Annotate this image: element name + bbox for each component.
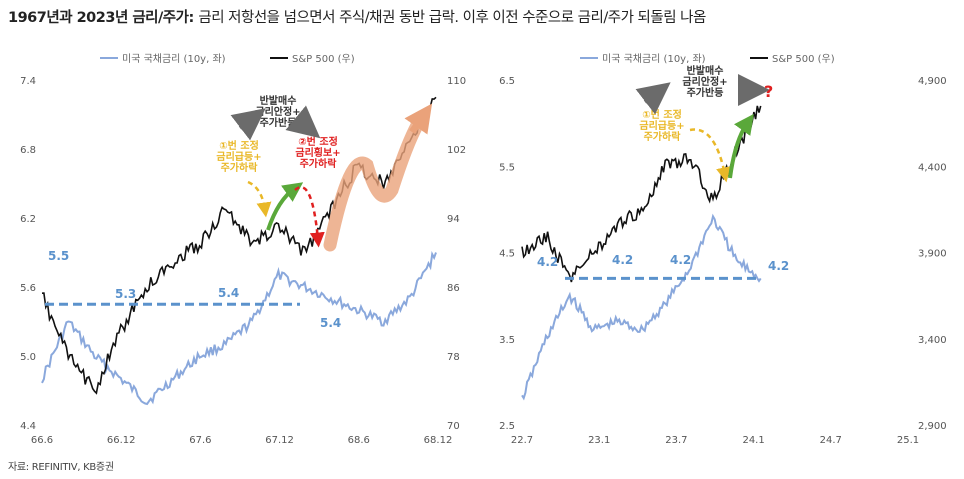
y-right-tick-label: 3,900 xyxy=(918,249,947,260)
annotation-step1: 주가하락 xyxy=(644,130,682,143)
y-left-tick-label: 5.0 xyxy=(20,352,36,363)
y-left-tick-label: 6.8 xyxy=(20,145,36,156)
level-value-label: 5.5 xyxy=(48,249,69,263)
y-right-tick-label: 4,900 xyxy=(918,76,947,87)
x-tick-label: 66.6 xyxy=(31,435,53,446)
y-left-tick-label: 5.6 xyxy=(20,283,36,294)
legend-label-spx: S&P 500 (우) xyxy=(292,53,355,65)
gray-arrow xyxy=(285,105,321,139)
yellow-arrow xyxy=(247,180,272,218)
x-tick-label: 68.6 xyxy=(348,435,370,446)
x-tick-label: 24.1 xyxy=(742,435,764,446)
title-rest: 금리 저항선을 넘으면서 주식/채권 동반 급락. 이후 이전 수준으로 금리/… xyxy=(198,10,706,26)
x-tick-label: 66.12 xyxy=(107,435,136,446)
x-tick-label: 68.12 xyxy=(424,435,453,446)
y-left-tick-label: 6.2 xyxy=(20,214,36,225)
gray-arrow xyxy=(635,82,671,115)
annotation-rebound: 주가반등 xyxy=(260,116,297,129)
annotation-rebound: 주가반등 xyxy=(687,86,724,99)
legend-label-spx: S&P 500 (우) xyxy=(772,53,835,65)
y-right-tick-label: 70 xyxy=(447,421,460,432)
y-right-tick-label: 78 xyxy=(447,352,460,363)
legend-label-rate: 미국 국채금리 (10y, 좌) xyxy=(122,53,226,65)
y-left-tick-label: 3.5 xyxy=(499,335,515,346)
annotation-step1: 주가하락 xyxy=(221,161,259,174)
orange-trend-band xyxy=(323,113,427,252)
level-value-label: 4.2 xyxy=(537,255,558,269)
annotation-rebound: 금리안정+ xyxy=(682,75,727,88)
y-right-tick-label: 86 xyxy=(447,283,460,294)
legend-label-rate: 미국 국채금리 (10y, 좌) xyxy=(602,53,706,65)
annotation-rebound: 금리안정+ xyxy=(255,105,300,118)
y-right-tick-label: 94 xyxy=(447,214,460,225)
annotation-step2: ②번 조정 xyxy=(298,135,338,148)
rate-series-line xyxy=(41,251,437,406)
page-title: 1967년과 2023년 금리/주가: 금리 저항선을 넘으면서 주식/채권 동… xyxy=(8,6,958,27)
annotation-step1: 금리급등+ xyxy=(216,150,261,163)
source-note: 자료: REFINITIV, KB증권 xyxy=(8,462,114,473)
x-tick-label: 23.1 xyxy=(588,435,610,446)
green-arrow xyxy=(728,113,754,179)
x-tick-label: 23.7 xyxy=(665,435,687,446)
y-left-tick-label: 2.5 xyxy=(499,421,515,432)
level-value-label: 4.2 xyxy=(768,259,789,273)
y-left-tick-label: 4.5 xyxy=(499,249,515,260)
rate-series-line xyxy=(521,213,762,401)
annotation-step2: 금리횡보+ xyxy=(295,146,340,159)
x-tick-label: 67.12 xyxy=(265,435,294,446)
y-left-tick-label: 5.5 xyxy=(499,162,515,173)
level-value-label: 5.4 xyxy=(218,286,239,300)
x-tick-label: 22.7 xyxy=(511,435,533,446)
annotation-rebound: 반발매수 xyxy=(260,94,297,107)
question-mark: ? xyxy=(764,82,773,101)
level-value-label: 4.2 xyxy=(612,253,633,267)
orange-arrow-head xyxy=(404,103,433,135)
y-left-tick-label: 6.5 xyxy=(499,76,515,87)
level-value-label: 5.3 xyxy=(115,287,136,301)
annotation-step1: 금리급등+ xyxy=(639,119,684,132)
y-right-tick-label: 2,900 xyxy=(918,421,947,432)
annotation-step1: ①번 조정 xyxy=(219,139,259,152)
level-value-label: 5.4 xyxy=(320,316,341,330)
x-tick-label: 25.1 xyxy=(897,435,919,446)
yellow-arrow xyxy=(689,128,731,183)
y-right-tick-label: 102 xyxy=(447,145,466,156)
annotation-rebound: 반발매수 xyxy=(687,64,724,77)
title-bold: 1967년과 2023년 금리/주가: xyxy=(8,10,194,26)
green-arrow xyxy=(266,182,304,231)
x-tick-label: 24.7 xyxy=(820,435,842,446)
annotation-step1: ①번 조정 xyxy=(642,108,682,121)
y-right-tick-label: 3,400 xyxy=(918,335,947,346)
x-tick-label: 67.6 xyxy=(189,435,211,446)
y-left-tick-label: 7.4 xyxy=(20,76,36,87)
red-arrow xyxy=(294,186,325,248)
y-right-tick-label: 110 xyxy=(447,76,466,87)
y-right-tick-label: 4,400 xyxy=(918,162,947,173)
annotation-step2: 주가하락 xyxy=(300,157,338,170)
gray-arrow xyxy=(230,108,266,141)
level-value-label: 4.2 xyxy=(670,253,691,267)
y-left-tick-label: 4.4 xyxy=(20,421,36,432)
